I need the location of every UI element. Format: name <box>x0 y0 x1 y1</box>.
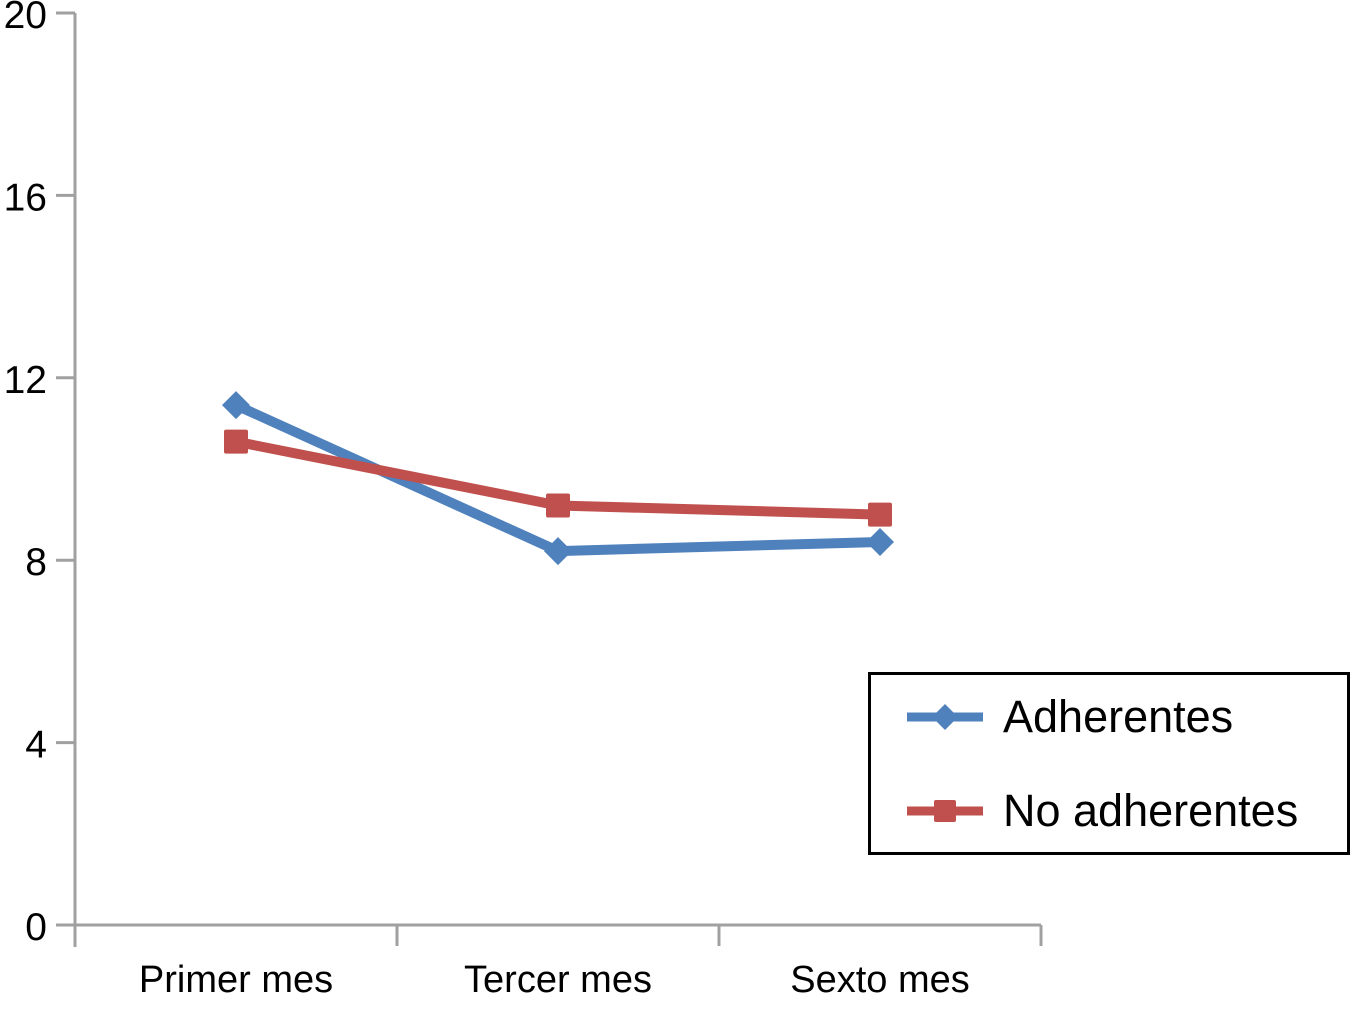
series-line-adherentes <box>231 400 885 557</box>
legend-item-adherentes: Adherentes <box>907 687 1347 747</box>
y-tick-label: 16 <box>4 176 47 219</box>
legend-item-no-adherentes: No adherentes <box>907 781 1347 841</box>
x-category-label: Sexto mes <box>790 959 970 1001</box>
legend-label-adherentes: Adherentes <box>1003 691 1234 742</box>
data-point-marker-diamond <box>544 537 572 566</box>
x-category-label: Primer mes <box>139 959 333 1001</box>
data-point-marker-square <box>868 502 892 527</box>
data-point-marker-diamond <box>866 527 894 556</box>
no-adherentes-line-square-icon <box>907 799 983 822</box>
chart-legend: Adherentes No adherentes <box>868 672 1350 855</box>
y-tick-label: 20 <box>4 0 47 37</box>
y-tick-label: 12 <box>4 359 47 402</box>
legend-marker-square <box>934 799 956 822</box>
legend-label-no-adherentes: No adherentes <box>1003 785 1299 836</box>
data-point-marker-diamond <box>222 391 250 420</box>
y-tick-label: 8 <box>25 541 47 584</box>
data-point-marker-square <box>224 429 248 454</box>
y-tick-label: 4 <box>25 724 47 767</box>
legend-marker-diamond <box>932 703 958 730</box>
data-point-marker-square <box>546 493 570 518</box>
y-tick-label: 0 <box>25 906 47 949</box>
adherentes-line-diamond-icon <box>907 703 983 730</box>
x-category-label: Tercer mes <box>464 959 652 1001</box>
